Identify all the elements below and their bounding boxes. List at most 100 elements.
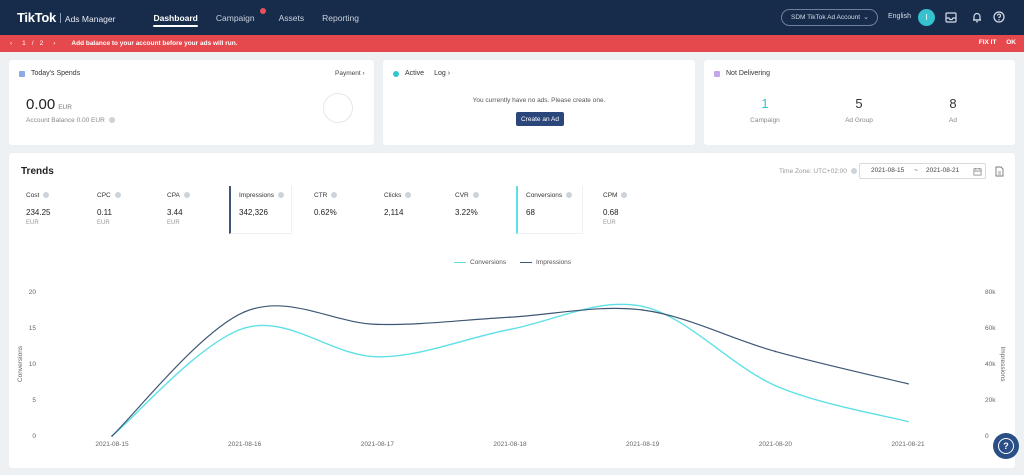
spend-ring-chart bbox=[323, 93, 353, 123]
info-icon bbox=[183, 192, 190, 199]
series-line-impressions bbox=[111, 305, 909, 437]
alert-actions: FIX IT OK bbox=[971, 39, 1016, 46]
chevron-down-icon: ⌄ bbox=[863, 14, 869, 21]
info-icon[interactable] bbox=[850, 168, 857, 175]
metric-cvr[interactable]: CVR 3.22% bbox=[450, 186, 510, 234]
legend-swatch-impressions bbox=[520, 261, 532, 264]
question-icon: ? bbox=[998, 438, 1014, 454]
legend-swatch-conversions bbox=[454, 261, 466, 264]
metric-label: Clicks bbox=[384, 192, 412, 199]
metric-cpm[interactable]: CPM 0.68 EUR bbox=[598, 186, 658, 234]
ok-button[interactable]: OK bbox=[1006, 39, 1016, 46]
y2-tick-label: 80k bbox=[985, 289, 996, 296]
x-tick-label: 2021-08-17 bbox=[361, 441, 395, 448]
tab-reporting[interactable]: Reporting bbox=[314, 0, 367, 35]
data-point-impressions bbox=[907, 383, 909, 385]
tab-dashboard[interactable]: Dashboard bbox=[145, 0, 205, 35]
tab-label: Campaign bbox=[215, 12, 255, 23]
data-point-impressions bbox=[243, 311, 246, 313]
info-icon bbox=[405, 192, 412, 199]
metric-name: CPC bbox=[97, 192, 111, 199]
campaign-label: Campaign bbox=[750, 117, 780, 124]
not-delivering-title: Not Delivering bbox=[714, 70, 770, 77]
account-balance-text: Account Balance 0.00 EUR bbox=[26, 117, 105, 124]
metric-value: 342,326 bbox=[239, 208, 268, 217]
metric-value: 234.25 bbox=[26, 208, 51, 217]
metric-impressions-selected[interactable]: Impressions 342,326 bbox=[229, 186, 292, 234]
y2-axis-title: Impressions bbox=[999, 346, 1006, 382]
data-point-conversions bbox=[641, 305, 644, 308]
ad-count: 8 bbox=[949, 96, 957, 111]
metric-conversions-selected[interactable]: Conversions 68 bbox=[516, 186, 583, 234]
data-point-conversions bbox=[774, 384, 777, 387]
data-point-impressions bbox=[641, 309, 644, 311]
legend-label: Conversions bbox=[470, 259, 507, 266]
export-file-icon[interactable] bbox=[995, 166, 1004, 177]
metric-value: 68 bbox=[526, 208, 535, 217]
y2-tick-label: 40k bbox=[985, 361, 996, 368]
metric-value: 0.62% bbox=[314, 208, 337, 217]
metric-value: 3.22% bbox=[455, 208, 478, 217]
balance-alert-bar: ‹ 1 / 2 › Add balance to your account be… bbox=[0, 35, 1024, 52]
x-tick-label: 2021-08-21 bbox=[891, 441, 925, 448]
calendar-icon bbox=[973, 167, 982, 176]
data-point-conversions bbox=[376, 356, 379, 358]
data-point-impressions bbox=[509, 316, 511, 319]
active-dot-icon bbox=[393, 70, 399, 77]
language-select[interactable]: English bbox=[888, 13, 911, 20]
x-tick-label: 2021-08-19 bbox=[626, 441, 660, 448]
y2-tick-label: 60k bbox=[985, 325, 996, 332]
metric-cost[interactable]: Cost 234.25 EUR bbox=[21, 186, 81, 234]
payment-link[interactable]: Payment › bbox=[335, 70, 365, 77]
info-icon bbox=[114, 192, 121, 199]
info-icon[interactable] bbox=[108, 117, 115, 124]
tab-assets[interactable]: Assets bbox=[271, 0, 313, 35]
y-tick-label: 10 bbox=[29, 361, 37, 368]
metric-clicks[interactable]: Clicks 2,114 bbox=[379, 186, 439, 234]
metric-name: Conversions bbox=[526, 192, 563, 199]
inbox-icon[interactable] bbox=[944, 10, 958, 24]
legend-label: Impressions bbox=[536, 259, 572, 266]
metric-label: CPC bbox=[97, 192, 121, 199]
account-select[interactable]: SDM TikTok Ad Account ⌄ bbox=[781, 9, 878, 26]
chevron-right-icon[interactable]: › bbox=[53, 40, 56, 47]
help-button[interactable]: ? bbox=[993, 433, 1019, 459]
metric-ctr[interactable]: CTR 0.62% bbox=[309, 186, 369, 234]
spends-title: Today's Spends bbox=[19, 70, 80, 77]
metric-cpa[interactable]: CPA 3.44 EUR bbox=[162, 186, 222, 234]
avatar[interactable]: I bbox=[918, 9, 935, 26]
metric-unit: EUR bbox=[26, 220, 39, 226]
legend-impressions[interactable]: Impressions bbox=[520, 259, 571, 266]
tab-campaign[interactable]: Campaign bbox=[208, 0, 269, 35]
bell-icon[interactable] bbox=[970, 10, 984, 24]
logo-subtitle: Ads Manager bbox=[64, 14, 116, 24]
data-point-impressions bbox=[376, 323, 379, 326]
create-ad-button[interactable]: Create an Ad bbox=[516, 112, 564, 126]
legend-conversions[interactable]: Conversions bbox=[454, 259, 506, 266]
tiktok-ads-logo[interactable]: TikTok Ads Manager bbox=[17, 10, 115, 25]
campaign-count[interactable]: 1 bbox=[761, 96, 769, 111]
timezone-text: Time Zone: UTC+02:00 bbox=[779, 168, 847, 175]
metric-name: Impressions bbox=[239, 192, 275, 199]
tab-label: Assets bbox=[278, 12, 305, 23]
data-point-conversions bbox=[907, 420, 909, 423]
log-link[interactable]: Log › bbox=[434, 70, 450, 77]
x-tick-label: 2021-08-20 bbox=[759, 441, 793, 448]
y-tick-label: 15 bbox=[29, 325, 37, 332]
nav-tabs: Dashboard Campaign Assets Reporting bbox=[145, 0, 369, 35]
y-tick-label: 5 bbox=[32, 397, 36, 404]
chevron-left-icon[interactable]: ‹ bbox=[10, 40, 13, 47]
notification-dot bbox=[259, 8, 266, 14]
metric-name: CVR bbox=[455, 192, 469, 199]
metric-cpc[interactable]: CPC 0.11 EUR bbox=[92, 186, 152, 234]
x-tick-label: 2021-08-15 bbox=[95, 441, 129, 448]
metric-name: CPA bbox=[167, 192, 180, 199]
timezone-label: Time Zone: UTC+02:00 bbox=[779, 168, 857, 175]
fix-it-button[interactable]: FIX IT bbox=[978, 39, 997, 46]
spends-value: 0.00 bbox=[26, 96, 56, 113]
date-range-picker[interactable]: 2021-08-15 ~ 2021-08-21 bbox=[859, 163, 986, 179]
help-circle-icon[interactable] bbox=[992, 10, 1006, 24]
ad-label: Ad bbox=[949, 117, 957, 124]
no-ads-message: You currently have no ads. Please create… bbox=[472, 97, 606, 104]
